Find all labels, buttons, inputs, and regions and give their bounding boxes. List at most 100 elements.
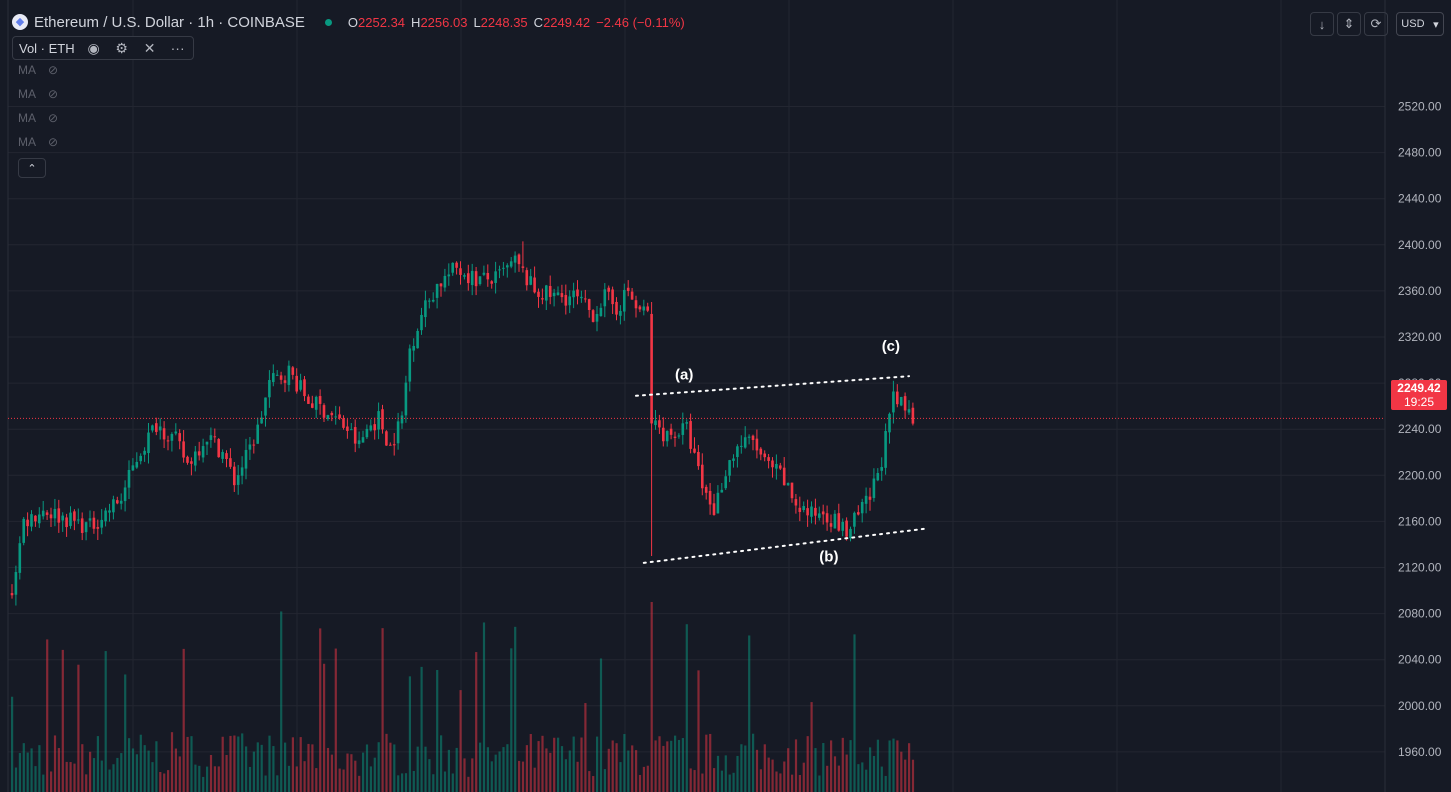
candle-body (584, 298, 587, 300)
symbol-title[interactable]: Ethereum / U.S. Dollar · 1h · COINBASE (34, 13, 305, 31)
volume-bar (315, 768, 318, 792)
volume-legend[interactable]: Vol · ETH ◉ ⚙ ✕ ··· (12, 36, 194, 60)
candle-body (876, 473, 880, 481)
candle-body (119, 500, 123, 504)
candle-body (884, 430, 887, 468)
candle-body (69, 512, 72, 527)
candle-body (541, 298, 544, 300)
ma-legend-3[interactable]: MA ⊘ (18, 111, 58, 125)
volume-bar (857, 764, 860, 792)
volume-bar (709, 733, 712, 792)
volume-bar (822, 743, 825, 792)
ma-legend-2[interactable]: MA ⊘ (18, 87, 58, 101)
collapse-pane-button[interactable]: ⇕ (1337, 12, 1361, 36)
wave-label[interactable]: (b) (819, 549, 838, 566)
ohlc-change: −2.46 (−0.11%) (596, 14, 685, 30)
volume-bar (377, 742, 380, 792)
volume-bar (681, 738, 684, 792)
candle-body (779, 465, 782, 469)
candle-body (892, 391, 895, 413)
candle-body (474, 271, 478, 287)
volume-bar (428, 759, 431, 792)
volume-bar (849, 740, 852, 792)
ma-legend-4[interactable]: MA ⊘ (18, 135, 58, 149)
trendline-lower[interactable] (642, 527, 930, 564)
candle-body (911, 407, 915, 424)
candle-body (217, 439, 220, 458)
volume-bar (872, 755, 876, 792)
close-icon[interactable]: ✕ (143, 39, 156, 56)
price-axis-label: 2520.00 (1398, 100, 1442, 114)
eye-off-icon[interactable]: ⊘ (48, 63, 59, 77)
candle-body (833, 513, 837, 529)
candle-body (131, 465, 135, 471)
volume-bar (245, 746, 248, 792)
volume-bar (713, 768, 716, 792)
candle-body (123, 487, 127, 502)
candle-body (521, 266, 525, 268)
volume-bar (53, 735, 57, 792)
volume-bar (674, 735, 677, 792)
candle-body (213, 436, 217, 438)
volume-bar (869, 747, 872, 792)
candle-body (369, 425, 373, 431)
candle-body (681, 423, 685, 435)
volume-bar (482, 622, 486, 792)
candle-body (845, 520, 848, 537)
candle-body (837, 513, 841, 531)
candle-body (186, 456, 189, 463)
candle-body (821, 511, 825, 515)
reset-button[interactable]: ⟳ (1364, 12, 1388, 36)
ma-legend-1[interactable]: MA ⊘ (18, 63, 58, 77)
scroll-down-button[interactable]: ↓ (1310, 12, 1334, 36)
candle-body (420, 314, 423, 331)
candle-body (205, 441, 209, 445)
volume-bar (467, 776, 470, 792)
volume-bar (451, 773, 454, 792)
volume-bar (588, 771, 591, 792)
candle-body (814, 507, 817, 516)
volume-bar (642, 766, 645, 792)
candle-body (467, 273, 470, 284)
volume-bar (638, 774, 642, 792)
price-axis-label: 2240.00 (1398, 422, 1442, 436)
gear-icon[interactable]: ⚙ (115, 39, 128, 56)
candle-body (880, 467, 883, 471)
candle-body (693, 448, 696, 453)
eye-off-icon[interactable]: ⊘ (48, 111, 59, 125)
candle-body (209, 435, 213, 440)
volume-bar (440, 735, 443, 792)
candle-body (287, 365, 291, 385)
volume-bar (217, 766, 220, 792)
candle-body (533, 277, 536, 293)
currency-select[interactable]: USD ▾ (1396, 12, 1444, 36)
volume-bar (716, 755, 720, 792)
volume-bar (533, 767, 536, 792)
wave-label[interactable]: (c) (882, 338, 900, 355)
candle-body (599, 307, 603, 317)
eye-off-icon[interactable]: ⊘ (48, 87, 59, 101)
candle-body (57, 508, 61, 523)
volume-bar (619, 762, 622, 792)
candle-body (506, 265, 509, 268)
candle-body (303, 379, 306, 397)
volume-bar (159, 772, 162, 792)
volume-bar (299, 737, 302, 792)
volume-bar (611, 740, 614, 792)
eye-icon[interactable]: ◉ (87, 39, 100, 56)
collapse-legend-button[interactable]: ⌃ (18, 158, 46, 178)
volume-bar (896, 740, 899, 792)
volume-bar (18, 753, 21, 792)
price-axis-label: 2200.00 (1398, 468, 1442, 482)
candle-body (482, 272, 486, 275)
wave-label[interactable]: (a) (675, 367, 693, 384)
candle-body (751, 435, 755, 441)
candle-body (233, 466, 236, 486)
more-icon[interactable]: ··· (170, 40, 185, 56)
market-status-icon[interactable] (324, 18, 332, 26)
eye-off-icon[interactable]: ⊘ (48, 135, 59, 149)
volume-bar (272, 746, 275, 792)
candle-body (552, 292, 556, 297)
volume-bar (393, 744, 396, 792)
